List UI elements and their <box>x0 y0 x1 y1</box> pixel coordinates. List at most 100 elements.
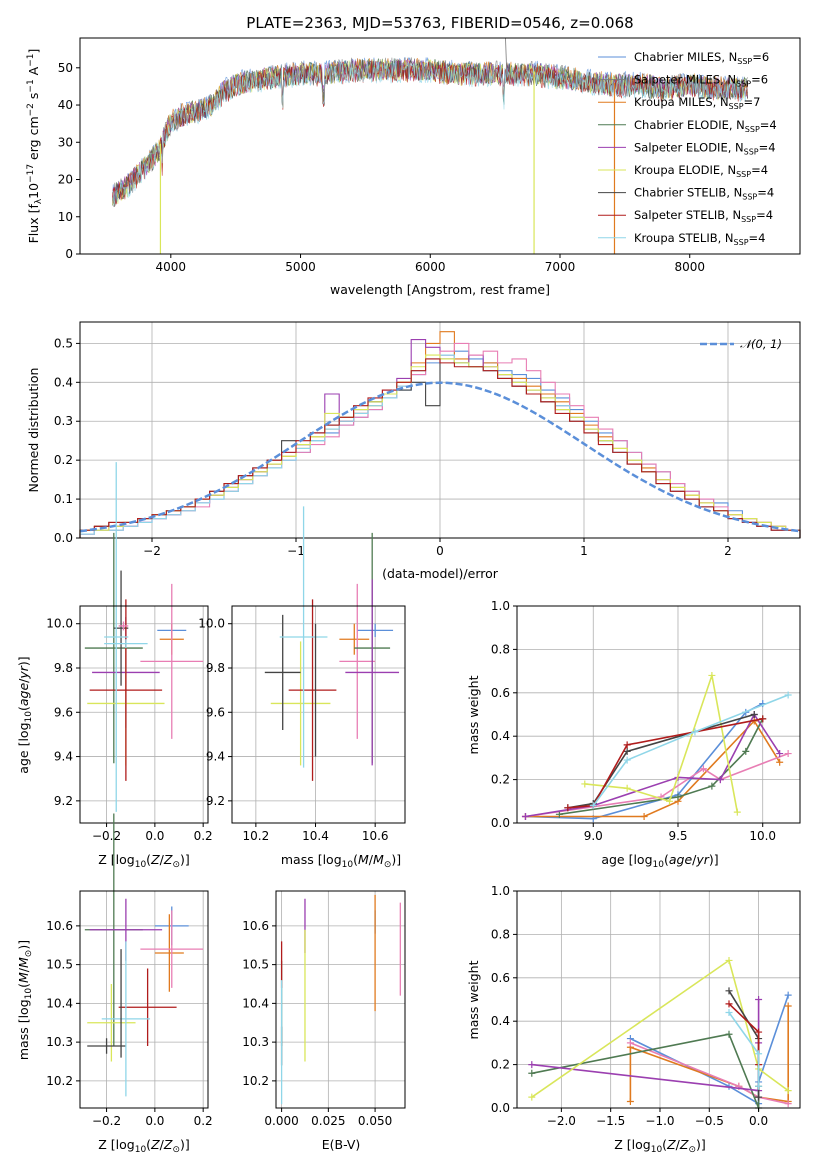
residuals-ytick-label: 0.3 <box>54 414 73 428</box>
residuals-xtick-label: 1 <box>580 544 588 558</box>
mass-vs-Z-ylabel: mass [log10(M/M⊙)] <box>16 940 34 1060</box>
massweight-vs-age-ytick-label: 0.4 <box>491 729 510 743</box>
massweight-point <box>708 782 716 790</box>
age-vs-Z-ytick-label: 10.0 <box>46 617 73 631</box>
massweight-point <box>776 758 784 766</box>
massweight-vs-Z-ylabel: mass weight <box>466 960 481 1039</box>
legend-label: Salpeter ELODIE, NSSP=4 <box>634 140 776 156</box>
massweight-vs-age-xtick-label: 9.5 <box>668 829 687 843</box>
age-vs-mass-ytick-label: 9.4 <box>206 750 225 764</box>
spectrum-spike <box>505 38 508 76</box>
residuals-xtick-label: 2 <box>724 544 732 558</box>
massweight-point <box>742 747 750 755</box>
massweight-point <box>755 1028 763 1036</box>
massweight-vs-Z-ytick-label: 0.8 <box>491 927 510 941</box>
residuals-xtick-label: 0 <box>436 544 444 558</box>
residuals-ytick-label: 0.5 <box>54 336 73 350</box>
massweight-point <box>640 812 648 820</box>
massweight-vs-Z-xtick-label: −1.5 <box>596 1114 625 1128</box>
age-vs-mass-xlabel: mass [log10(M/M⊙)] <box>281 852 401 870</box>
massweight-point <box>725 987 733 995</box>
age-vs-mass-ytick-label: 9.6 <box>206 705 225 719</box>
massweight-point <box>626 1097 634 1105</box>
massweight-point <box>623 756 631 764</box>
legend-label: Kroupa STELIB, NSSP=4 <box>634 231 765 247</box>
mass-vs-ebv-xlabel: E(B-V) <box>322 1137 361 1152</box>
massweight-vs-Z-ytick-label: 0.4 <box>491 1014 510 1028</box>
massweight-vs-age-xtick-label: 9.0 <box>584 829 603 843</box>
age-vs-Z-ytick-label: 9.2 <box>54 794 73 808</box>
massweight-point <box>626 1039 634 1047</box>
mass-vs-Z-ytick-label: 10.2 <box>46 1074 73 1088</box>
mass-vs-Z-ytick-label: 10.4 <box>46 996 73 1010</box>
residuals-ytick-label: 0.4 <box>54 375 73 389</box>
massweight-point <box>759 715 767 723</box>
massweight-vs-Z-xtick-label: 0.0 <box>749 1114 768 1128</box>
massweight-series-line <box>525 712 781 818</box>
massweight-vs-Z-ytick-label: 0.6 <box>491 971 510 985</box>
massweight-point <box>581 780 589 788</box>
mass-vs-ebv-ytick-label: 10.6 <box>242 919 269 933</box>
mass-vs-ebv-panel: 0.000 0.025 0.050 10.2 10.3 10.4 10.5 10.6 E(B-… <box>242 890 406 1152</box>
spectrum-ytick-label: 40 <box>58 98 73 112</box>
mass-vs-Z-xtick-label: 0.0 <box>145 1114 164 1128</box>
legend-label: Chabrier STELIB, NSSP=4 <box>634 186 774 202</box>
massweight-vs-Z-xtick-label: −2.0 <box>547 1114 576 1128</box>
mass-vs-ebv-ytick-label: 10.2 <box>242 1074 269 1088</box>
massweight-point <box>755 996 763 1003</box>
residuals-legend: 𝒩(0, 1) <box>700 337 782 351</box>
mass-vs-ebv-xtick-label: 0.025 <box>311 1114 345 1128</box>
spectrum-xtick-label: 6000 <box>415 260 446 274</box>
massweight-vs-age-ytick-label: 0.0 <box>491 816 510 830</box>
spectrum-xtick-label: 4000 <box>156 260 187 274</box>
spectrum-ytick-label: 20 <box>58 173 73 187</box>
massweight-point <box>784 1002 792 1010</box>
spectrum-series-line <box>112 61 748 205</box>
massweight-vs-age-ylabel: mass weight <box>466 675 481 754</box>
massweight-vs-age-ytick-label: 0.6 <box>491 686 510 700</box>
massweight-point <box>691 728 699 736</box>
massweight-vs-Z-panel: −2.0 −1.5 −1.0 −0.5 0.0 0.0 0.2 0.4 0.6 0.8 1.0 Z … <box>466 884 801 1155</box>
mass-vs-ebv-ytick-label: 10.5 <box>242 958 269 972</box>
mass-vs-Z-xlabel: Z [log10(Z/Z⊙)] <box>98 1137 190 1155</box>
massweight-vs-Z-ytick-label: 1.0 <box>491 884 510 898</box>
residuals-ytick-label: 0.2 <box>54 453 73 467</box>
spectrum-ytick-label: 50 <box>58 61 73 75</box>
massweight-point <box>755 1082 763 1090</box>
massweight-point <box>750 711 758 718</box>
massweight-series-line <box>559 718 764 816</box>
massweight-point <box>589 802 597 810</box>
massweight-point <box>623 747 631 755</box>
massweight-point <box>725 1009 733 1017</box>
massweight-point <box>528 1093 536 1101</box>
age-vs-mass-panel: 10.2 10.4 10.6 9.2 9.4 9.6 9.8 10.0 mass [log10… <box>198 506 406 870</box>
age-vs-Z-xlabel: Z [log10(Z/Z⊙)] <box>98 852 190 870</box>
age-vs-Z-xtick-label: −0.2 <box>92 829 121 843</box>
massweight-point <box>776 750 784 758</box>
legend-label: Chabrier MILES, NSSP=6 <box>634 50 769 66</box>
normal-curve <box>79 381 801 533</box>
residuals-xlabel: (data-model)/error <box>382 566 499 581</box>
spectrum-ytick-label: 30 <box>58 135 73 149</box>
massweight-series-line <box>584 672 739 813</box>
residuals-panel: −2 −1 0 1 2 0.0 0.1 0.2 0.3 0.4 0.5 (data-model)/e… <box>26 321 801 581</box>
massweight-vs-Z-xlabel: Z [log10(Z/Z⊙)] <box>614 1137 706 1155</box>
spectrum-ylabel: Flux [fλ10−17 erg cm−2 s−1 A−1] <box>26 49 44 244</box>
massweight-point <box>623 784 631 792</box>
age-vs-mass-ytick-label: 9.2 <box>206 794 225 808</box>
massweight-point <box>708 671 716 679</box>
massweight-point <box>555 810 563 818</box>
legend-label: Kroupa MILES, NSSP=7 <box>634 95 760 111</box>
spectrum-panel: PLATE=2363, MJD=53763, FIBERID=0546, z=0… <box>26 14 801 297</box>
residuals-ytick-label: 0.1 <box>54 492 73 506</box>
residuals-ylabel: Normed distribution <box>26 368 41 493</box>
spectrum-xlabel: wavelength [Angstrom, rest frame] <box>330 282 550 297</box>
massweight-point <box>755 1093 763 1101</box>
legend-label: Kroupa ELODIE, NSSP=4 <box>634 163 768 179</box>
age-vs-Z-xtick-label: 0.0 <box>145 829 164 843</box>
age-vs-Z-ytick-label: 9.4 <box>54 750 73 764</box>
mass-vs-Z-panel: −0.2 0.0 0.2 10.2 10.3 10.4 10.5 10.6 Z [log10(… <box>16 813 213 1155</box>
massweight-point <box>716 776 724 784</box>
massweight-vs-Z-ytick-label: 0.0 <box>491 1101 510 1115</box>
